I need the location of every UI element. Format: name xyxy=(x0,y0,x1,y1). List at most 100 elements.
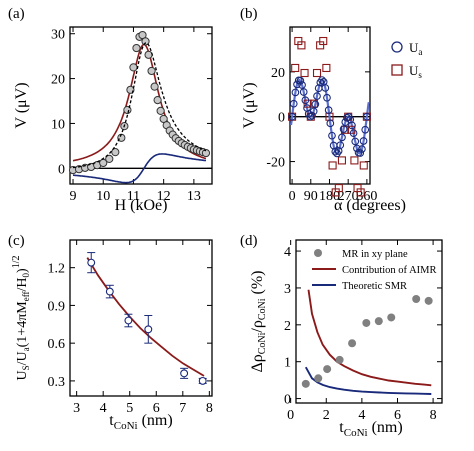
us-point xyxy=(350,156,359,165)
ua-point xyxy=(289,99,298,108)
y-tick-label: 20 xyxy=(51,73,65,88)
us-point xyxy=(334,184,343,193)
smr-curve xyxy=(304,366,432,395)
x-label-main-d: t xyxy=(339,419,344,436)
ua-point xyxy=(308,111,316,120)
x-tick-label: 180 xyxy=(319,189,340,204)
y-label-drho: Δρ xyxy=(249,354,266,372)
ua-point xyxy=(348,121,356,130)
panel-d: (d) 0 2 4 6 8 0 1 2 3 4 MR in xy plane Contribution … xyxy=(240,233,443,439)
legend-ua-sub: a xyxy=(418,47,422,57)
ua-point xyxy=(309,107,318,116)
x-tick-label: 11 xyxy=(127,189,140,204)
plot-frame xyxy=(69,239,213,397)
y-label-sub2: a xyxy=(21,347,31,351)
y-tick-label: 2 xyxy=(284,319,291,334)
y-tick-label: 20 xyxy=(271,66,285,81)
fit-curve xyxy=(72,42,207,169)
y-tick-label: 3 xyxy=(284,282,291,297)
ua-point xyxy=(361,125,370,134)
y-label-mid-d: /ρ xyxy=(249,320,266,332)
antisymmetric-curve xyxy=(73,153,207,184)
y-label-sub3: eff xyxy=(21,291,31,301)
y-label-mid2: (1+4πM xyxy=(15,301,30,348)
legend-mr-label: MR in xy plane xyxy=(342,249,408,260)
fit-curve-c xyxy=(86,257,205,377)
ua-point xyxy=(336,141,345,150)
y-tick-label: 0.6 xyxy=(48,337,66,352)
x-tick-label: 90 xyxy=(304,189,318,204)
y-label-sub1-d: CoNi xyxy=(257,332,268,354)
x-label-main: t xyxy=(109,412,114,429)
mr-point xyxy=(314,374,323,383)
aimr-curve xyxy=(307,289,432,387)
x-tick-label: 4 xyxy=(358,408,365,423)
us-point xyxy=(312,68,322,78)
us-point xyxy=(328,161,337,170)
data-point-a xyxy=(105,154,114,163)
ua-point xyxy=(318,76,326,84)
y-tick-label: 0.3 xyxy=(48,375,66,390)
x-axis-label-c: tCoNi (nm) xyxy=(109,412,172,432)
ua-point xyxy=(313,92,321,100)
data-point-c xyxy=(87,258,96,267)
ua-point xyxy=(358,145,366,153)
x-tick-label: 0 xyxy=(287,408,294,423)
x-tick-label: 12 xyxy=(157,189,171,204)
y-label-mid3: /H xyxy=(15,277,30,291)
y-tick-label: 1 xyxy=(284,356,291,371)
data-point-a xyxy=(111,148,120,157)
x-tick-label: 2 xyxy=(323,408,330,423)
data-point-a xyxy=(123,105,132,115)
data-point-a xyxy=(156,106,165,115)
y-tick-label: 0 xyxy=(58,162,65,177)
ua-point xyxy=(301,96,310,105)
data-point-a xyxy=(150,82,159,91)
y-axis-label-c: US/Ua(1+4πMeff/H0)1/2 xyxy=(11,256,31,381)
panel-c: (c) 3 4 5 6 7 8 0.3 0.6 0.9 1.2 tCoNi (nm) US/Ua(1+4… xyxy=(8,233,213,432)
mr-point xyxy=(301,379,310,388)
y-label-exp: 1/2 xyxy=(11,256,22,269)
mr-point xyxy=(424,296,433,305)
y-tick-label: 0.9 xyxy=(48,299,66,314)
ua-point xyxy=(298,81,306,89)
legend-us-sub: s xyxy=(418,70,422,80)
y-tick-label: 1.2 xyxy=(48,262,66,277)
x-tick-label: 8 xyxy=(206,401,213,416)
us-point xyxy=(291,63,300,73)
ua-point xyxy=(349,129,358,138)
y-label-end: ) xyxy=(15,268,30,273)
y-tick-label: 10 xyxy=(51,117,65,132)
y-label-sub4: 0 xyxy=(21,272,31,277)
us-point xyxy=(300,68,309,78)
data-point-c xyxy=(180,369,189,378)
x-axis-label-b: α (degrees) xyxy=(334,197,406,214)
x-label-unit: (nm) xyxy=(138,412,173,429)
data-point-c xyxy=(124,316,133,325)
mr-point xyxy=(335,355,344,364)
ua-point xyxy=(338,133,346,142)
x-tick-label: 3 xyxy=(73,401,80,416)
ua-point xyxy=(359,137,368,145)
ua-point xyxy=(321,84,330,92)
ua-point xyxy=(324,106,333,114)
x-tick-label: 270 xyxy=(338,189,359,204)
y-label-sub2-d: CoNi xyxy=(257,298,268,320)
x-tick-label: 5 xyxy=(126,401,133,416)
legend-smr-label: Theoretic SMR xyxy=(342,281,407,292)
ua-point xyxy=(323,93,331,102)
y-tick-label: 0 xyxy=(284,393,291,408)
y-axis-label-b: V (μV) xyxy=(241,82,258,128)
ua-point xyxy=(299,88,308,96)
x-tick-label: 360 xyxy=(356,189,377,204)
us-point xyxy=(297,41,306,50)
mr-point xyxy=(348,339,357,348)
x-label-sub-d: CoNi xyxy=(344,427,368,439)
x-axis-label-d: tCoNi (nm) xyxy=(339,419,402,439)
legend-aimr-label: Contribution of AIMR xyxy=(342,265,437,276)
us-point xyxy=(322,63,331,73)
panel-label-d: (d) xyxy=(240,233,258,249)
data-point-a xyxy=(141,37,150,46)
legend-us-label: Us xyxy=(409,63,422,80)
